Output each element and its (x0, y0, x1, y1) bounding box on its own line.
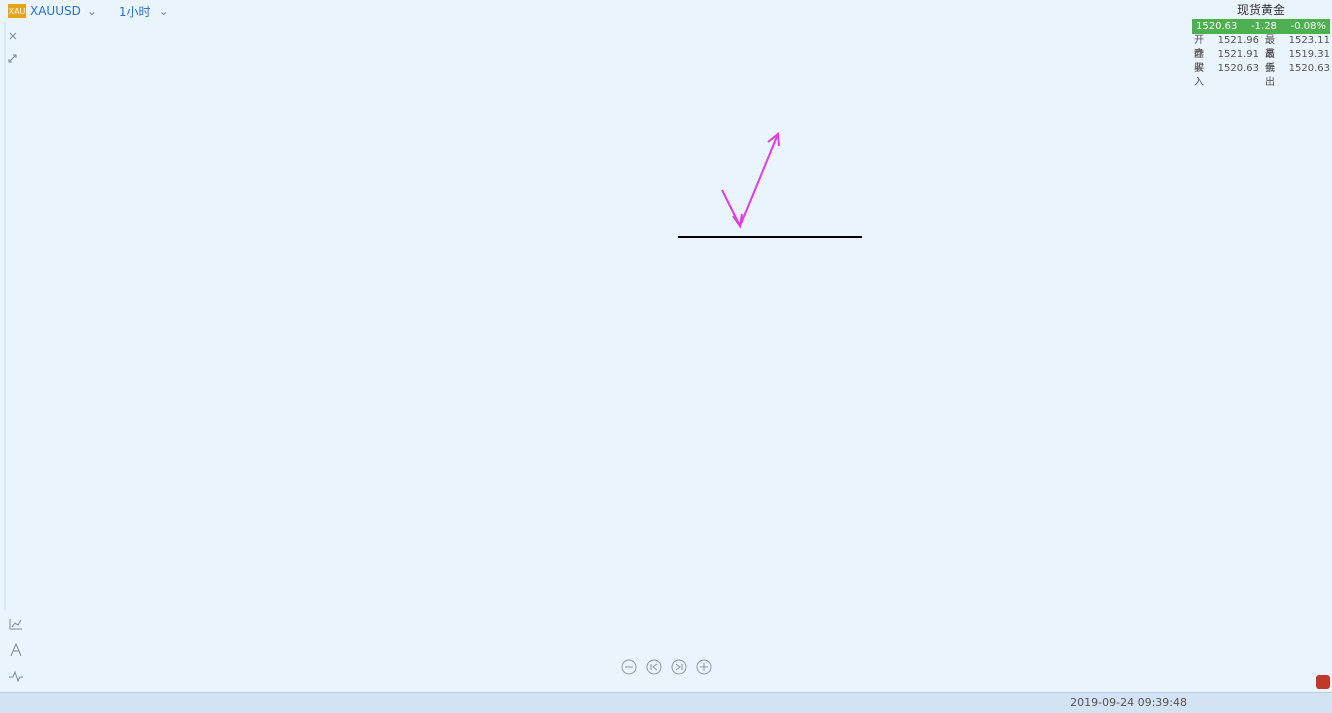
prev[interactable] (646, 659, 662, 675)
change: -1.28 (1251, 21, 1277, 32)
quote-key: 最低 (1265, 49, 1275, 74)
quote-key: 最高 (1265, 35, 1275, 60)
quote-value: 1520.63 (1217, 63, 1259, 74)
quote-key: 开盘 (1194, 35, 1204, 60)
arrow-head (732, 213, 743, 229)
quote-key: 买入 (1194, 63, 1204, 88)
quote-value: 1523.11 (1288, 35, 1330, 46)
symbol[interactable]: XAUUSD (30, 4, 81, 18)
datetime: 2019-09-24 09:39:48 (1070, 696, 1187, 709)
quote-value: 1521.91 (1217, 49, 1259, 60)
top-bar: XAU XAUUSD ⌄ 1小时 ⌄ (0, 0, 169, 22)
quote-row: 开盘 1521.96 最高 1523.11 (1192, 34, 1330, 60)
quote-value: 1521.96 (1217, 35, 1259, 46)
toolbar[interactable] (8, 32, 23, 683)
close-icon[interactable] (9, 32, 17, 40)
wave-icon[interactable] (9, 670, 23, 683)
symbol-icon: XAU (8, 4, 26, 18)
alert-badge[interactable] (1316, 675, 1330, 689)
quote-value: 1519.31 (1288, 49, 1330, 60)
indicator-icon[interactable] (9, 619, 22, 630)
quote-row: 买入 1520.63 卖出 1520.63 (1192, 62, 1330, 88)
price: 1520.63 (1196, 21, 1238, 32)
draw-icon[interactable] (10, 642, 22, 657)
quote-key: 昨收 (1194, 49, 1204, 74)
next[interactable] (671, 659, 687, 675)
price-bar: 1520.63 -1.28 -0.08% (1192, 19, 1330, 34)
zoom-in[interactable] (696, 659, 712, 675)
quote-value: 1520.63 (1288, 63, 1330, 74)
quote-rows: 开盘 1521.96 最高 1523.11 昨收 1521.91 最低 1519.31 买入 15… (1192, 34, 1330, 88)
status-bar: 2019-09-24 09:39:48 (0, 692, 1332, 713)
plot-background (0, 0, 1332, 693)
dropdown[interactable]: ⌄ (158, 4, 169, 18)
quote-key: 卖出 (1265, 63, 1275, 88)
svg-text:XAU: XAU (9, 7, 26, 16)
quote-panel: 现货黄金 1520.63 -1.28 -0.08% 开盘 1521.96 最高 152… (1192, 2, 1330, 88)
arrow-head (767, 132, 780, 147)
dropdown[interactable]: ⌄ (86, 4, 97, 18)
change-pct: -0.08% (1290, 21, 1326, 32)
shrink-icon[interactable] (8, 54, 17, 63)
instrument-name: 现货黄金 (1236, 3, 1285, 17)
interval[interactable]: 1小时 (118, 4, 151, 19)
zoom-out[interactable] (621, 659, 637, 675)
quote-row: 昨收 1521.91 最低 1519.31 (1192, 48, 1330, 74)
nav[interactable] (621, 659, 712, 675)
